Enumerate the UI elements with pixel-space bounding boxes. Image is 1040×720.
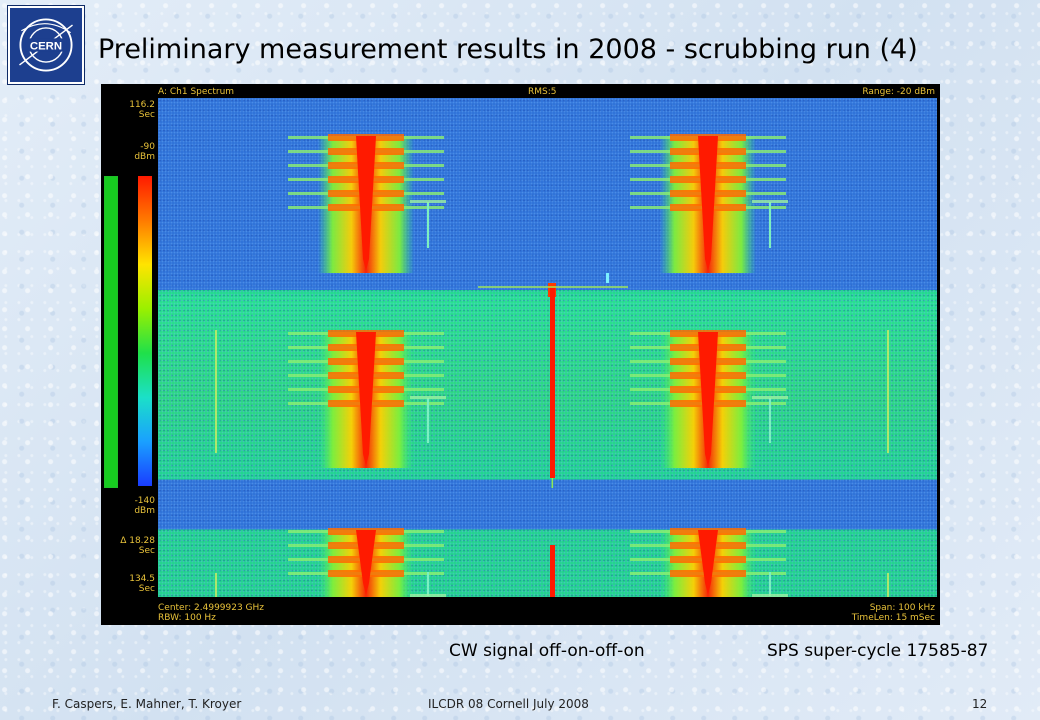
- spectrogram-panel: A: Ch1 Spectrum RMS:5 Range: -20 dBm 116…: [101, 84, 940, 625]
- logo-text: CERN: [30, 41, 62, 53]
- sps-cycle-burst: [288, 528, 446, 597]
- cern-logo: CERN: [7, 5, 85, 85]
- slide-title: Preliminary measurement results in 2008 …: [98, 34, 918, 65]
- spectrogram-marks: [215, 134, 889, 597]
- sps-cycle-burst: [630, 134, 788, 273]
- noise-texture: [158, 98, 937, 597]
- cw-carrier-line-1: [550, 288, 555, 478]
- cw-carrier-line-2: [550, 545, 555, 597]
- trace-label: A: Ch1 Spectrum: [158, 87, 235, 97]
- center-frequency: Center: 2.4999923 GHz: [158, 603, 265, 613]
- sps-cycle-burst: [288, 134, 446, 273]
- analyzer-header: A: Ch1 Spectrum RMS:5 Range: -20 dBm: [158, 87, 937, 97]
- scale-bottom-value: -140: [134, 496, 155, 506]
- sps-cycle-burst: [630, 528, 788, 597]
- footer-authors: F. Caspers, E. Mahner, T. Kroyer: [52, 697, 242, 711]
- time-bottom-value: 134.5: [129, 574, 155, 584]
- span-label: Span: 100 kHz: [869, 603, 935, 613]
- footer-event: ILCDR 08 Cornell July 2008: [428, 697, 589, 711]
- spectrogram-plot: [158, 98, 937, 597]
- caption-cw-signal: CW signal off-on-off-on: [449, 641, 645, 661]
- caption-sps-cycle: SPS super-cycle 17585-87: [767, 641, 989, 661]
- analyzer-footer: Center: 2.4999923 GHz RBW: 100 Hz Span: …: [158, 603, 937, 623]
- color-scale-bar: [138, 176, 152, 486]
- carrier-start-mark: [606, 273, 609, 283]
- time-top-value: 116.2: [129, 100, 155, 110]
- time-bottom-unit: Sec: [138, 584, 155, 594]
- delta-time-value: Δ 18.28: [120, 536, 155, 546]
- carrier-onset-spread: [478, 286, 628, 288]
- time-top-unit: Sec: [138, 110, 155, 120]
- scale-bottom-unit: dBm: [134, 506, 155, 516]
- sps-cycle-burst: [288, 330, 446, 468]
- rms-label: RMS:5: [528, 87, 557, 97]
- scale-top-value: -90: [140, 142, 155, 152]
- rbw-label: RBW: 100 Hz: [158, 613, 216, 623]
- page-number: 12: [972, 697, 988, 711]
- level-indicator-bar: [104, 176, 118, 488]
- timelen-label: TimeLen: 15 mSec: [851, 613, 935, 623]
- range-label: Range: -20 dBm: [862, 87, 935, 97]
- sps-cycle-burst: [630, 330, 788, 468]
- delta-time-unit: Sec: [138, 546, 155, 556]
- scale-top-unit: dBm: [134, 152, 155, 162]
